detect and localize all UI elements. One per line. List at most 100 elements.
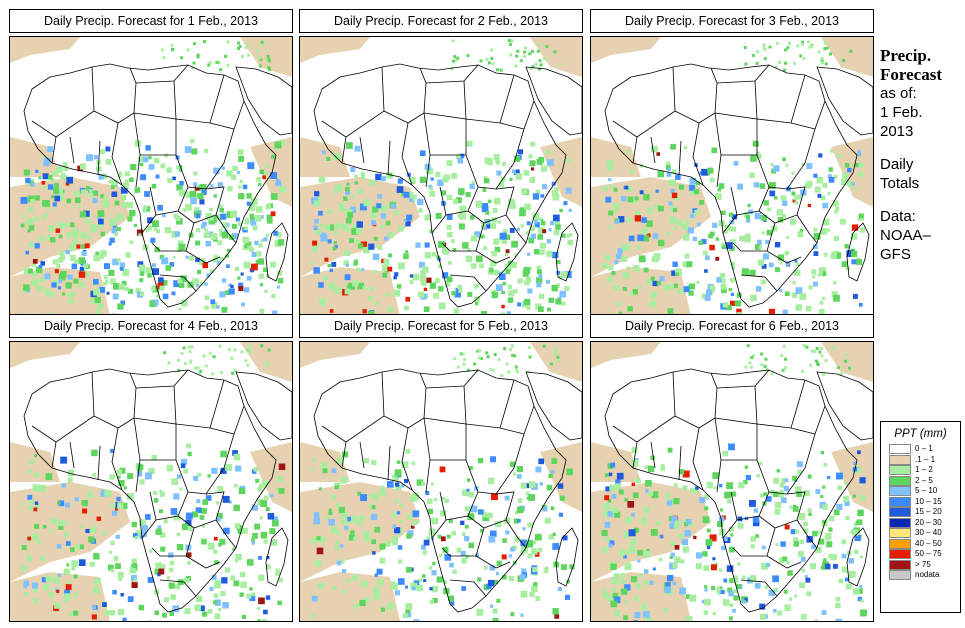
precip-cell: [779, 482, 785, 488]
precip-cell: [692, 236, 698, 242]
precip-cell: [137, 471, 143, 477]
precip-cell: [774, 242, 781, 248]
precip-cell: [556, 260, 561, 265]
precip-cell: [418, 208, 423, 213]
country-borders: [604, 63, 873, 308]
precip-cell: [225, 254, 229, 258]
legend-label: > 75: [915, 559, 931, 569]
precip-cell: [399, 519, 403, 524]
precip-cell: [529, 160, 536, 167]
precip-cell: [633, 265, 640, 272]
precip-cell: [233, 504, 240, 512]
precip-cell: [213, 593, 219, 598]
precip-cell: [64, 532, 70, 538]
precip-cell: [828, 177, 835, 183]
precip-cell: [689, 184, 696, 191]
precip-cell: [249, 595, 256, 602]
precip-cell: [527, 522, 533, 528]
precip-cell: [118, 577, 123, 582]
precip-cell: [348, 228, 351, 232]
border-line: [97, 140, 101, 176]
precip-cell: [483, 226, 487, 231]
precip-cell: [264, 495, 269, 500]
precip-cell: [709, 285, 716, 292]
precip-cell: [736, 292, 742, 298]
precip-cell: [608, 472, 613, 477]
precip-cell: [631, 512, 635, 517]
precip-cell: [39, 277, 45, 283]
precip-cell: [517, 498, 523, 503]
precip-cell: [249, 213, 255, 219]
precip-cell: [447, 231, 453, 238]
precip-cell: [461, 352, 465, 356]
precip-cell: [608, 225, 613, 229]
border-line: [133, 417, 141, 493]
panel-title: Daily Precip. Forecast for 3 Feb., 2013: [590, 9, 874, 33]
precip-cell: [625, 516, 632, 524]
precip-cell: [631, 447, 638, 453]
precip-cell: [451, 530, 457, 536]
precip-cell: [352, 282, 356, 286]
precip-cell: [613, 285, 620, 291]
precip-cell: [334, 545, 340, 550]
precip-cell: [509, 202, 516, 209]
precip-cell: [362, 309, 367, 314]
precip-cell: [730, 292, 735, 296]
precip-cell: [396, 460, 401, 464]
precip-cell: [36, 540, 41, 545]
precip-cell: [73, 259, 79, 264]
continent-outline: [604, 368, 858, 613]
precip-cell: [164, 153, 169, 158]
precip-cell: [507, 39, 511, 42]
precip-cell: [27, 469, 32, 474]
precip-cell: [542, 229, 547, 234]
precip-cell: [537, 67, 541, 71]
precip-cell: [508, 199, 514, 205]
precip-cell: [525, 491, 530, 496]
precip-cell: [769, 190, 776, 197]
precip-cell: [369, 180, 375, 186]
precip-cell: [528, 52, 532, 56]
precip-cell: [219, 204, 224, 209]
precip-cell: [145, 145, 151, 151]
precip-cell: [620, 578, 626, 584]
precip-cell: [65, 502, 70, 508]
precip-cell: [509, 348, 513, 352]
precip-cell: [73, 234, 78, 240]
precip-cell: [781, 497, 787, 504]
precip-cell: [670, 541, 675, 547]
precip-cell: [807, 508, 812, 513]
precip-cell: [759, 493, 765, 498]
precip-cell: [741, 575, 746, 580]
precip-cell: [208, 217, 216, 225]
precip-cell: [563, 201, 568, 206]
precip-cell: [551, 189, 559, 197]
precip-cell: [444, 498, 449, 503]
precip-cell: [547, 159, 554, 166]
precip-cell: [349, 206, 356, 213]
precip-cell: [706, 289, 712, 296]
precip-cell: [556, 355, 560, 359]
precip-cell: [702, 516, 710, 523]
precip-cell: [209, 586, 214, 592]
border-line: [141, 186, 189, 234]
precip-cell: [160, 48, 164, 52]
precip-cell: [120, 186, 128, 194]
precip-cell: [765, 368, 769, 372]
precip-cell: [97, 216, 102, 220]
precip-cell: [98, 218, 104, 225]
precip-cell: [79, 211, 87, 218]
precip-cell: [169, 611, 174, 617]
border-line: [756, 74, 806, 124]
precip-cell: [277, 270, 283, 276]
precip-cell: [169, 560, 175, 566]
precip-cell: [157, 205, 163, 211]
border-line: [185, 250, 221, 264]
border-line: [714, 385, 758, 425]
precip-cell: [481, 512, 488, 518]
precip-cell: [715, 237, 719, 241]
precip-cell: [477, 356, 481, 360]
precip-cell: [462, 242, 469, 249]
precip-cell: [370, 513, 378, 521]
precip-cell: [540, 220, 546, 226]
